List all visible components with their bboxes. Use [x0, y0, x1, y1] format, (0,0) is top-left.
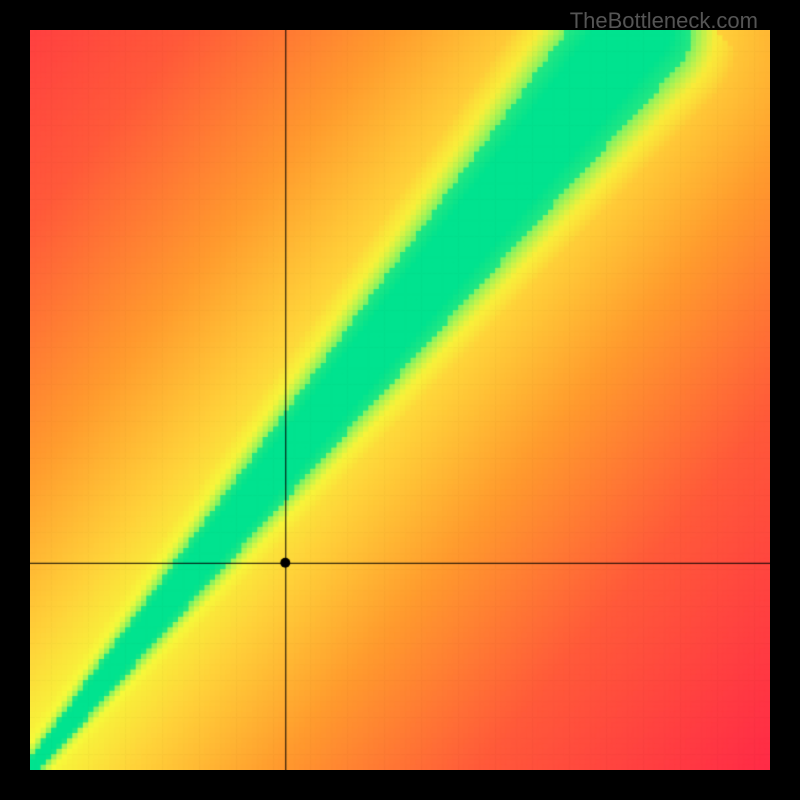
bottleneck-heatmap	[30, 30, 770, 770]
watermark-text: TheBottleneck.com	[570, 8, 758, 34]
